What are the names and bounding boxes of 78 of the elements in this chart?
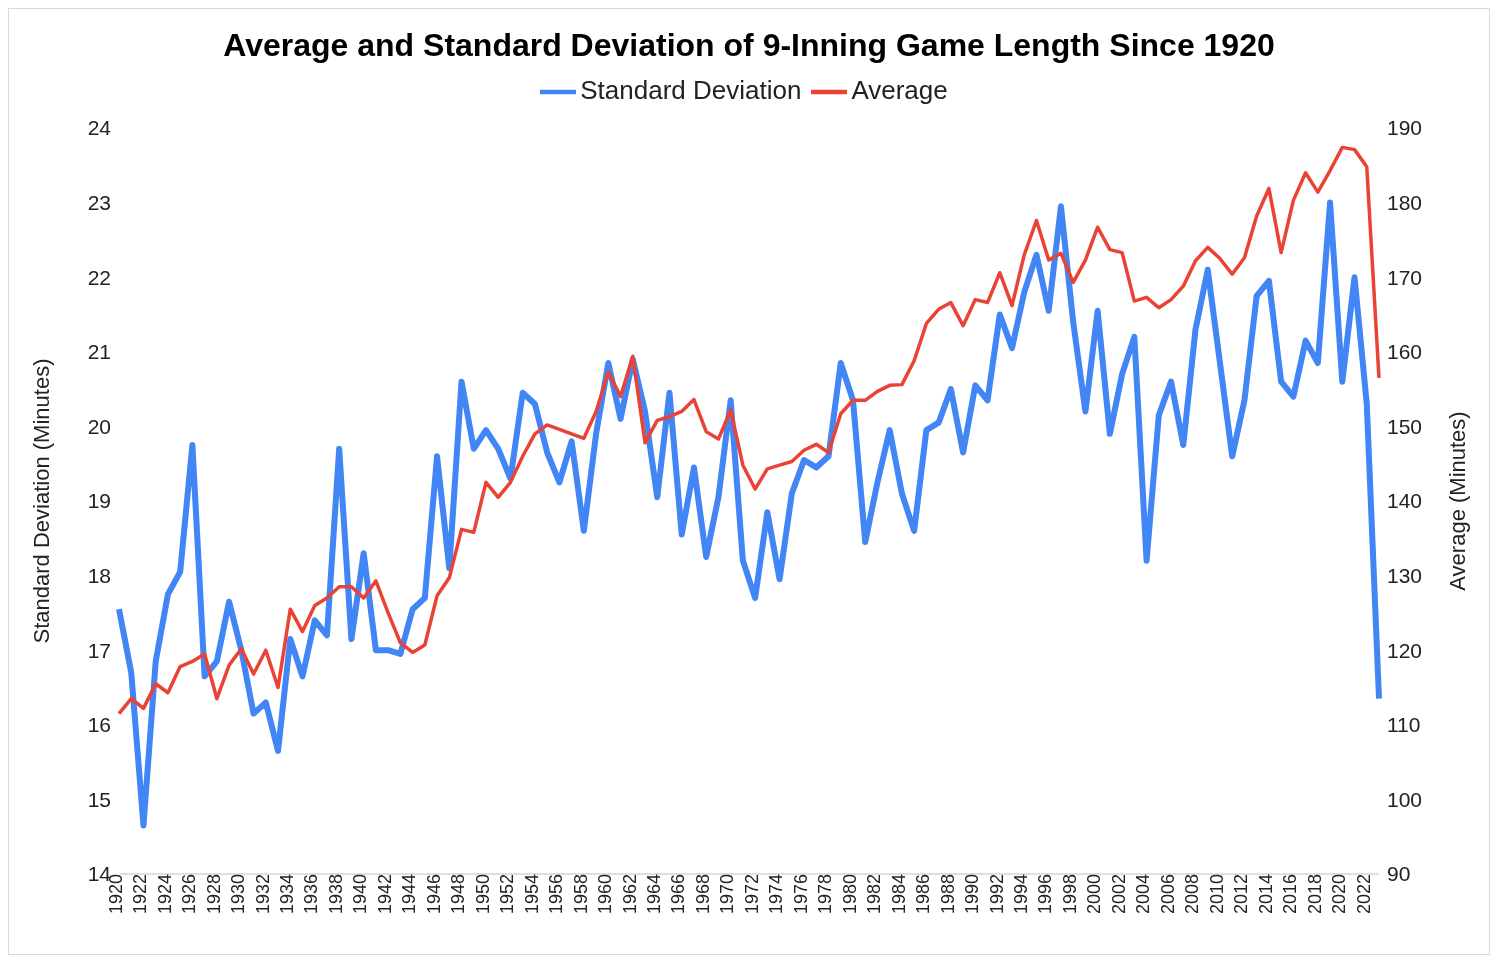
x-tick-label: 1978 — [815, 874, 836, 915]
y-tick-label: 21 — [87, 340, 111, 364]
x-tick-label: 1932 — [252, 874, 273, 915]
x-tick-label: 1992 — [986, 874, 1007, 915]
y2-tick-label: 130 — [1387, 564, 1423, 588]
y2-tick-label: 190 — [1387, 116, 1423, 140]
x-tick-label: 1964 — [644, 874, 665, 915]
x-tick-label: 1952 — [497, 874, 518, 915]
y-tick-label: 18 — [87, 564, 111, 588]
x-tick-label: 1988 — [937, 874, 958, 915]
x-tick-label: 1990 — [962, 874, 983, 915]
x-tick-label: 1976 — [790, 874, 811, 915]
x-tick-label: 1972 — [741, 874, 762, 915]
x-tick-label: 2008 — [1182, 874, 1203, 915]
x-tick-label: 1950 — [472, 874, 493, 915]
y2-axis-title: Average (Minutes) — [1444, 411, 1470, 591]
x-tick-label: 2004 — [1133, 874, 1154, 915]
x-tick-label: 1982 — [864, 874, 885, 915]
x-tick-label: 2016 — [1280, 874, 1301, 915]
x-tick-label: 1936 — [301, 874, 322, 915]
x-tick-label: 2006 — [1157, 874, 1178, 915]
y2-tick-label: 140 — [1387, 489, 1423, 513]
x-tick-label: 2012 — [1231, 874, 1252, 915]
x-tick-label: 1966 — [668, 874, 689, 915]
x-tick-label: 1994 — [1011, 874, 1032, 915]
y2-tick-label: 120 — [1387, 638, 1423, 662]
x-tick-label: 1926 — [179, 874, 200, 915]
y2-tick-label: 170 — [1387, 265, 1423, 289]
x-tick-label: 1922 — [130, 874, 151, 915]
x-tick-label: 2022 — [1353, 874, 1374, 915]
y-tick-label: 24 — [87, 116, 112, 140]
x-tick-label: 1974 — [766, 874, 787, 915]
line-series — [117, 145, 1381, 716]
y2-tick-label: 180 — [1387, 191, 1423, 215]
y-tick-label: 22 — [87, 265, 111, 289]
x-tick-label: 1930 — [228, 874, 249, 915]
x-tick-label: 1938 — [325, 874, 346, 915]
x-tick-label: 1960 — [595, 874, 616, 915]
chart-title: Average and Standard Deviation of 9-Inning Game Length Since 1920 — [222, 26, 1276, 64]
y-tick-label: 23 — [87, 191, 111, 215]
x-tick-label: 1948 — [448, 874, 469, 915]
x-tick-label: 1924 — [154, 874, 175, 915]
y2-tick-label: 150 — [1387, 414, 1423, 438]
x-tick-label: 1968 — [692, 874, 713, 915]
y2-tick-label: 100 — [1387, 787, 1423, 811]
y-tick-label: 16 — [87, 713, 111, 737]
x-tick-label: 2014 — [1255, 874, 1276, 915]
x-tick-label: 2010 — [1206, 874, 1227, 915]
x-tick-label: 1940 — [350, 874, 371, 915]
x-tick-label: 1958 — [570, 874, 591, 915]
x-tick-label: 1934 — [277, 874, 298, 915]
x-tick-label: 1946 — [423, 874, 444, 915]
x-tick-label: 1996 — [1035, 874, 1056, 915]
x-tick-label: 2000 — [1084, 874, 1105, 915]
x-tick-label: 1942 — [374, 874, 395, 915]
y2-tick-label: 110 — [1387, 713, 1421, 737]
x-tick-label: 1986 — [913, 874, 934, 915]
legend-label: Standard Deviation — [580, 74, 802, 105]
legend-label: Average — [851, 74, 948, 105]
x-tick-label: 1928 — [203, 874, 224, 915]
x-tick-label: 2002 — [1108, 874, 1129, 915]
y-tick-label: 19 — [87, 489, 111, 513]
x-tick-label: 1998 — [1059, 874, 1080, 915]
y2-tick-label: 90 — [1387, 862, 1411, 886]
x-tick-label: 2020 — [1329, 874, 1350, 915]
y-tick-label: 20 — [87, 414, 111, 438]
y-axis-title: Standard Deviation (Minutes) — [28, 358, 54, 644]
x-tick-label: 2018 — [1304, 874, 1325, 915]
x-tick-label: 1962 — [619, 874, 640, 915]
x-tick-label: 1944 — [399, 874, 420, 915]
y2-tick-label: 160 — [1387, 340, 1423, 364]
x-tick-label: 1970 — [717, 874, 738, 915]
x-tick-label: 1980 — [839, 874, 860, 915]
y-tick-label: 15 — [87, 787, 111, 811]
x-tick-label: 1984 — [888, 874, 909, 915]
x-tick-label: 1954 — [521, 874, 542, 915]
x-tick-label: 1956 — [546, 874, 567, 915]
y-tick-label: 17 — [87, 638, 111, 662]
